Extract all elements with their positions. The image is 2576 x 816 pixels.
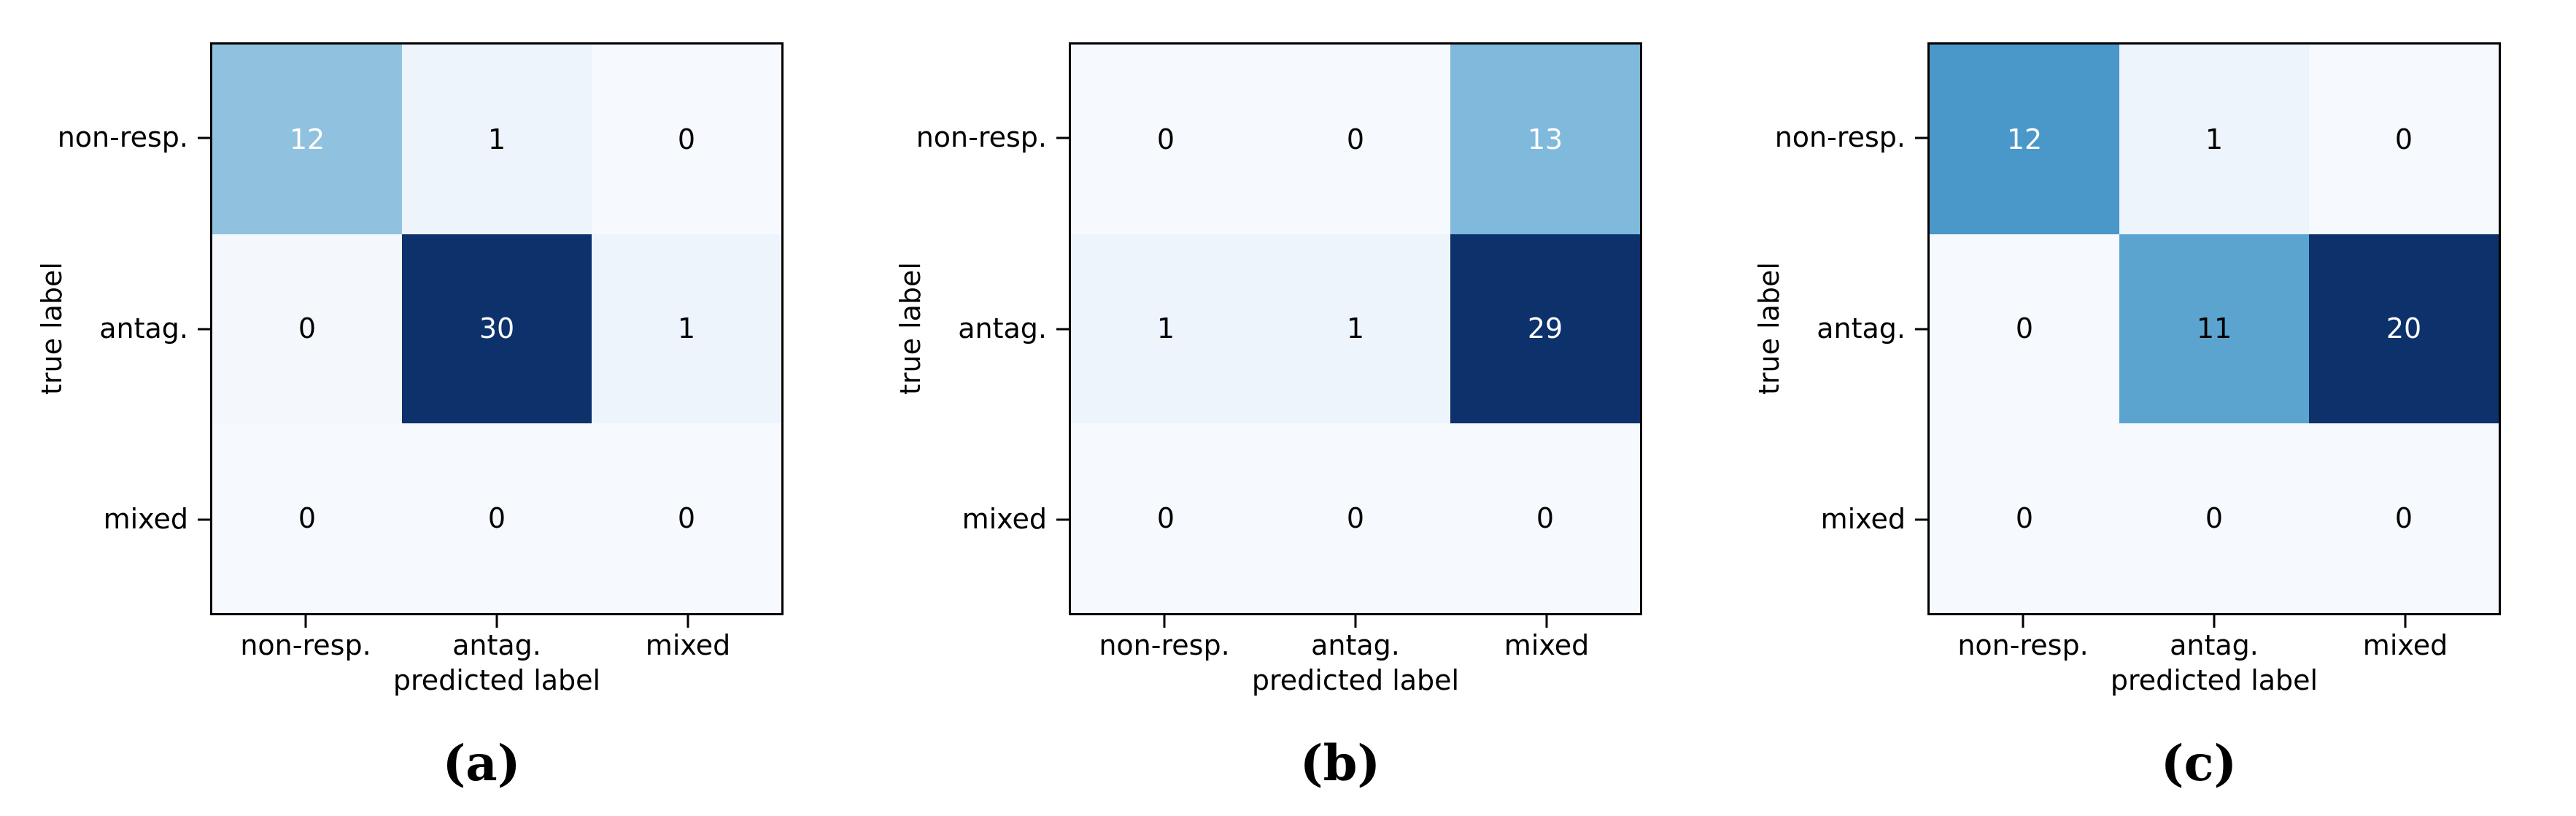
matrix-cell: 0: [1071, 423, 1261, 613]
y-tick-mark: [1056, 136, 1069, 139]
matrix-cell: 0: [1261, 423, 1450, 613]
x-tick-mark: [304, 615, 307, 628]
matrix-cell: 1: [2119, 45, 2309, 234]
y-tick-label: mixed: [1820, 503, 1906, 536]
x-axis-title: predicted label: [392, 664, 601, 696]
y-tick-mark: [1056, 328, 1069, 331]
x-tick-mark: [1545, 615, 1548, 628]
y-tick-label: mixed: [962, 503, 1047, 536]
x-axis-title: predicted label: [1251, 664, 1460, 696]
matrix-cell: 0: [592, 423, 781, 613]
matrix-cell: 12: [212, 45, 402, 234]
x-tick-label: antag.: [452, 629, 541, 661]
x-tick-mark: [2404, 615, 2407, 628]
matrix-cell: 0: [212, 234, 402, 424]
x-tick-label: mixed: [645, 629, 731, 661]
x-tick-label: antag.: [2170, 629, 2259, 661]
matrix-cell: 0: [212, 423, 402, 613]
x-tick-label: mixed: [2362, 629, 2448, 661]
matrix-cell: 20: [2309, 234, 2499, 424]
confusion-matrix: 12 1 0 0 30 1 0 0 0: [210, 42, 784, 615]
y-tick-mark: [1915, 328, 1927, 331]
matrix-cell: 1: [1261, 234, 1450, 424]
matrix-cell: 1: [592, 234, 781, 424]
confusion-matrix: 12 1 0 0 11 20 0 0 0: [1927, 42, 2501, 615]
panel-c: true label non-resp. antag. mixed 12 1 0…: [1717, 0, 2576, 816]
y-tick-label: antag.: [99, 312, 188, 345]
x-tick-mark: [1163, 615, 1166, 628]
y-tick-mark: [198, 518, 210, 521]
matrix-cell: 0: [2309, 423, 2499, 613]
matrix-cell: 12: [1930, 45, 2119, 234]
y-tick-mark: [1915, 136, 1927, 139]
y-tick-mark: [1915, 518, 1927, 521]
y-tick-label: antag.: [958, 312, 1047, 345]
x-tick-label: non-resp.: [240, 629, 371, 661]
matrix-cell: 30: [402, 234, 592, 424]
matrix-cell: 11: [2119, 234, 2309, 424]
x-tick-label: non-resp.: [1099, 629, 1230, 661]
y-tick-label: non-resp.: [1774, 121, 1906, 154]
y-tick-mark: [1056, 518, 1069, 521]
y-tick-label: non-resp.: [916, 121, 1047, 154]
matrix-cell: 0: [1450, 423, 1640, 613]
matrix-cell: 0: [592, 45, 781, 234]
x-tick-label: non-resp.: [1957, 629, 2089, 661]
y-tick-label: antag.: [1817, 312, 1906, 345]
y-tick-label: mixed: [103, 503, 188, 536]
confusion-matrix: 0 0 13 1 1 29 0 0 0: [1069, 42, 1642, 615]
matrix-cell: 0: [2119, 423, 2309, 613]
y-tick-mark: [198, 328, 210, 331]
x-tick-label: mixed: [1504, 629, 1590, 661]
x-tick-mark: [495, 615, 498, 628]
panel-caption-b: (b): [1299, 734, 1381, 792]
panel-caption-a: (a): [442, 734, 521, 792]
matrix-cell: 0: [1261, 45, 1450, 234]
matrix-cell: 0: [1930, 234, 2119, 424]
y-tick-label: non-resp.: [57, 121, 188, 154]
matrix-cell: 0: [1071, 45, 1261, 234]
matrix-cell: 13: [1450, 45, 1640, 234]
matrix-cell: 29: [1450, 234, 1640, 424]
matrix-cell: 1: [1071, 234, 1261, 424]
panel-a: true label non-resp. antag. mixed 12 1 0…: [0, 0, 859, 816]
y-tick-mark: [198, 136, 210, 139]
matrix-cell: 0: [1930, 423, 2119, 613]
x-tick-mark: [686, 615, 689, 628]
x-tick-label: antag.: [1311, 629, 1400, 661]
x-axis-title: predicted label: [2110, 664, 2318, 696]
matrix-cell: 0: [402, 423, 592, 613]
matrix-cell: 0: [2309, 45, 2499, 234]
matrix-cell: 1: [402, 45, 592, 234]
x-tick-mark: [2213, 615, 2216, 628]
x-tick-mark: [1354, 615, 1357, 628]
x-tick-mark: [2022, 615, 2024, 628]
panel-caption-c: (c): [2160, 734, 2237, 792]
panel-b: true label non-resp. antag. mixed 0 0 13…: [859, 0, 1717, 816]
